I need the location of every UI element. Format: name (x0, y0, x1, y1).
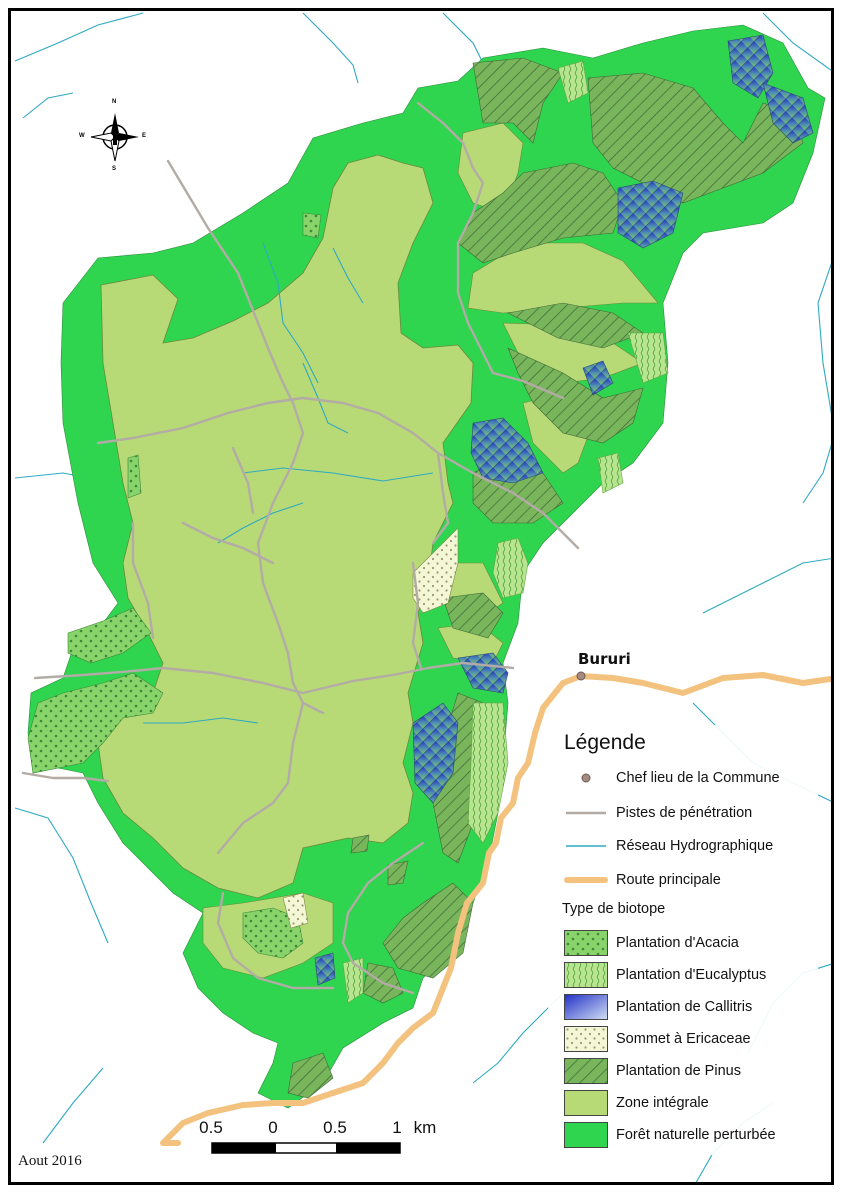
road-line-symbol (564, 869, 608, 891)
legend-label-reseau: Réseau Hydrographique (616, 838, 774, 854)
track (216, 891, 335, 990)
river (22, 92, 74, 119)
track (216, 701, 305, 855)
scale-bar (211, 1142, 401, 1154)
track (416, 101, 495, 375)
legend-label-ericaceae: Sommet à Ericaceae (616, 1031, 751, 1047)
legend-item-pinus: Plantation de Pinus (564, 1058, 741, 1084)
acacia-swatch (564, 930, 608, 956)
tracks (21, 101, 580, 995)
track (256, 431, 325, 715)
town-point-symbol (564, 767, 608, 789)
legend-title: Légende (564, 731, 646, 754)
river (762, 12, 831, 71)
map-frame: N S E W (8, 8, 834, 1185)
track (491, 371, 565, 400)
legend: Légende Chef lieu de la Commune Pistes d… (548, 725, 818, 1155)
ericaceae-swatch (564, 1026, 608, 1052)
legend-item-route: Route principale (564, 869, 721, 891)
river (143, 717, 259, 724)
legend-label-eucalyptus: Plantation d'Eucalyptus (616, 967, 767, 983)
legend-label-route: Route principale (616, 872, 721, 888)
river-line-symbol (564, 835, 608, 857)
legend-biotope-title: Type de biotope (562, 901, 666, 917)
legend-item-callitris: Plantation de Callitris (564, 994, 752, 1020)
track (21, 771, 110, 783)
legend-item-chef: Chef lieu de la Commune (564, 767, 780, 789)
legend-item-acacia: Plantation d'Acacia (564, 930, 739, 956)
eucalyptus-swatch (564, 962, 608, 988)
legend-label-integrale: Zone intégrale (616, 1095, 709, 1111)
ericaceae-summits (282, 527, 459, 929)
river (302, 12, 359, 84)
legend-label-pinus: Plantation de Pinus (616, 1063, 741, 1079)
main-road (160, 672, 831, 1146)
compass-north: N (112, 99, 117, 105)
track-line-symbol (564, 802, 608, 824)
river (702, 558, 831, 614)
legend-label-callitris: Plantation de Callitris (616, 999, 753, 1015)
legend-label-chef: Chef lieu de la Commune (616, 770, 780, 786)
track (33, 661, 515, 695)
scale-label: 0.5 (199, 1118, 223, 1137)
river (14, 12, 144, 62)
river (817, 263, 831, 415)
legend-item-eucalyptus: Plantation d'Eucalyptus (564, 962, 766, 988)
track (411, 561, 423, 670)
river (302, 362, 349, 434)
river-network-inner (143, 242, 434, 724)
scale-label: 1 (392, 1118, 402, 1137)
river (217, 502, 304, 544)
legend-label-acacia: Plantation d'Acacia (616, 935, 739, 951)
legend-label-pistes: Pistes de pénétration (616, 805, 753, 821)
compass-east: E (142, 133, 147, 139)
legend-item-integrale: Zone intégrale (564, 1090, 709, 1116)
compass-rose: N S E W (79, 99, 147, 172)
compass-south: S (112, 166, 117, 172)
track (431, 451, 450, 545)
track (341, 841, 425, 995)
scale-unit: km (413, 1118, 437, 1137)
track (166, 159, 270, 350)
foret-swatch (564, 1122, 608, 1148)
scale-label: 0 (268, 1118, 278, 1137)
scale-label: 0.5 (323, 1118, 347, 1137)
eucalyptus-plantations (342, 60, 669, 1004)
track (96, 396, 440, 455)
town-label: Bururi (578, 650, 631, 668)
map-canvas (14, 12, 831, 1182)
river (472, 992, 564, 1084)
track (181, 521, 275, 565)
track (231, 446, 255, 515)
pinus-swatch (564, 1058, 608, 1084)
legend-item-ericaceae: Sommet à Ericaceae (564, 1026, 751, 1052)
river (442, 12, 484, 64)
legend-item-pistes: Pistes de pénétration (564, 802, 752, 824)
callitris-plantations (314, 34, 814, 986)
legend-item-foret: Forêt naturelle perturbée (564, 1122, 776, 1148)
river (262, 242, 319, 384)
river (14, 807, 109, 944)
integrale-swatch (564, 1090, 608, 1116)
compass-west: W (79, 133, 85, 139)
river (242, 467, 434, 482)
river (332, 247, 364, 304)
track (131, 521, 155, 640)
callitris-swatch (564, 994, 608, 1020)
legend-label-foret: Forêt naturelle perturbée (616, 1127, 776, 1143)
legend-item-reseau: Réseau Hydrographique (564, 835, 773, 857)
river (802, 444, 831, 504)
river (42, 1067, 104, 1144)
scale-labels: 0.5 0 0.5 1 km (0, 1118, 850, 1142)
map-date: Aout 2016 (18, 1153, 82, 1169)
track (436, 451, 580, 550)
track (266, 346, 305, 435)
town-marker (576, 671, 586, 681)
acacia-plantations (27, 212, 322, 959)
